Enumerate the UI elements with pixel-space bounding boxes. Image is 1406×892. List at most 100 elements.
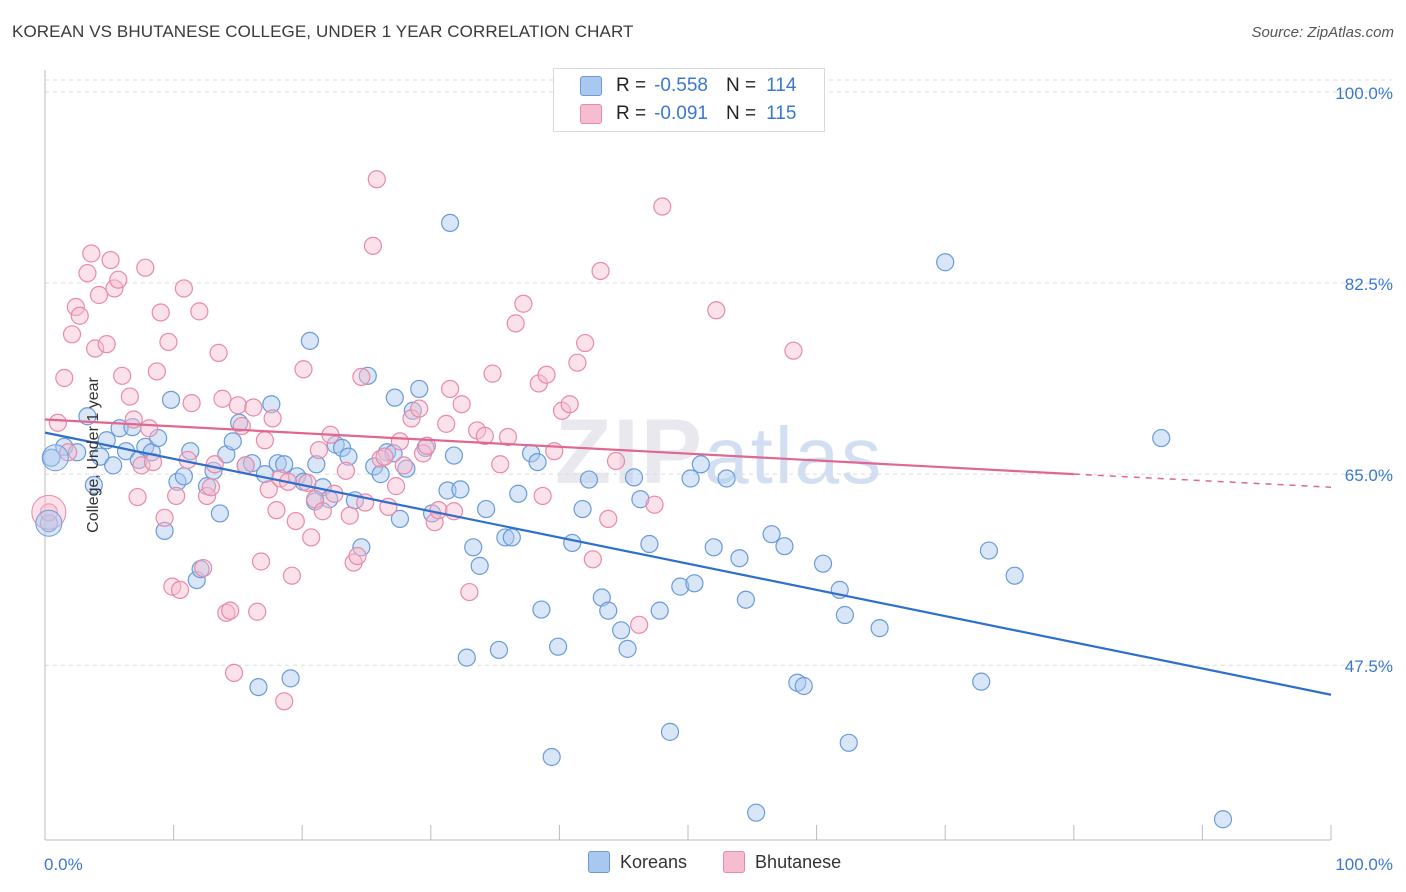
korean-point [736, 590, 755, 609]
bhutanese-point [232, 416, 251, 436]
korean-point [438, 481, 457, 500]
bhutanese-point [302, 528, 321, 547]
bhutanese-point [170, 580, 190, 599]
korean-point [262, 395, 281, 414]
bhutanese-point [429, 501, 448, 520]
bhutanese-point [653, 197, 672, 216]
chart-title: KOREAN VS BHUTANESE COLLEGE, UNDER 1 YEA… [12, 22, 634, 41]
korean-point [91, 447, 110, 466]
korean-point [775, 537, 794, 556]
bhutanese-point [340, 506, 359, 525]
bhutanese-point [105, 279, 124, 298]
korean-point [549, 637, 568, 656]
bhutanese-point [425, 513, 444, 532]
bhutanese-n-label: N = [725, 103, 757, 124]
korean-point [502, 528, 521, 547]
korean-point [440, 213, 460, 233]
bhutanese-point [367, 170, 386, 189]
korean-point [936, 253, 955, 272]
korean-point [496, 528, 515, 547]
korean-trend-line [44, 431, 1332, 696]
bhutanese-point [62, 325, 82, 344]
korean-n-value: 114 [766, 75, 797, 96]
korean-point [489, 640, 509, 660]
korean-point [1005, 566, 1024, 585]
bhutanese-point [82, 244, 101, 263]
korean-point [161, 390, 181, 409]
korean-point [358, 366, 377, 385]
korean-point [640, 534, 659, 554]
bhutanese-point [386, 477, 406, 496]
bhutanese-point [437, 414, 456, 433]
correlation-legend: R = -0.558 N = 114 R = -0.091 N = 115 [553, 68, 825, 132]
bhutanese-point [78, 264, 97, 283]
bhutanese-point [66, 297, 85, 317]
korean-point [385, 388, 404, 407]
korean-point [307, 455, 326, 474]
bhutanese-point [194, 558, 213, 578]
korean-swatch [580, 76, 602, 96]
korean-point [268, 454, 287, 473]
korean-point [839, 733, 858, 752]
bhutanese-legend-swatch [723, 851, 746, 873]
bhutanese-point [244, 398, 263, 417]
korean-point [592, 588, 611, 607]
bhutanese-point [39, 503, 58, 522]
bhutanese-point [89, 285, 109, 305]
bhutanese-point [568, 353, 587, 372]
korean-n-label: N = [725, 75, 757, 96]
bhutanese-point [402, 409, 421, 428]
y-axis-label: College, Under 1 year [84, 377, 102, 533]
korean-point [618, 639, 637, 658]
bhutanese-point [259, 480, 278, 499]
korean-point [704, 538, 723, 557]
bhutanese-point [440, 379, 460, 399]
korean-point [509, 484, 528, 503]
y-tick-label: 47.5% [1345, 657, 1393, 676]
bhutanese-point [630, 615, 649, 634]
bhutanese-point [159, 332, 178, 352]
bhutanese-point [147, 362, 166, 381]
korean-point [563, 533, 582, 553]
source-label: Source: ZipAtlas.com [1251, 24, 1394, 41]
korean-point [660, 722, 680, 741]
korean-point [39, 514, 58, 533]
bhutanese-point [537, 365, 556, 384]
korean-point [84, 475, 103, 495]
bhutanese-r-value: -0.091 [654, 103, 708, 124]
bhutanese-point [533, 486, 552, 506]
bhutanese-trend-line [44, 418, 1074, 476]
korean-point [457, 648, 476, 667]
korean-point [104, 456, 123, 475]
bhutanese-point [645, 495, 664, 514]
legend-row-bhutanese: R = -0.091 N = 115 [580, 101, 796, 127]
bhutanese-point [286, 511, 305, 531]
korean-point [835, 605, 854, 625]
korean-r-label: R = [616, 75, 647, 96]
bhutanese-point [255, 431, 275, 450]
y-tick-label: 100.0% [1335, 84, 1393, 103]
bhutanese-point [514, 294, 533, 313]
korean-point [542, 747, 561, 767]
bhutanese-point [174, 279, 193, 298]
bhutanese-point [151, 303, 170, 322]
bhutanese-point [460, 582, 479, 602]
koreans-legend-swatch [588, 851, 610, 873]
bhutanese-point [197, 486, 217, 506]
korean-point [691, 455, 710, 474]
y-tick-label: 82.5% [1345, 275, 1393, 294]
korean-point [451, 480, 470, 499]
korean-point [1213, 810, 1233, 829]
bhutanese-point [167, 486, 186, 506]
korean-point [747, 803, 766, 822]
bhutanese-point [213, 389, 232, 408]
bhutanese-point [109, 270, 128, 289]
korean-point [371, 465, 390, 484]
bhutanese-trend-extension [1073, 473, 1332, 488]
bhutanese-point [221, 601, 240, 620]
korean-point [223, 432, 242, 451]
series-legend: Koreans Bhutanese [588, 851, 877, 873]
korean-point [410, 379, 429, 399]
korean-point [210, 504, 229, 523]
korean-point [339, 447, 358, 466]
